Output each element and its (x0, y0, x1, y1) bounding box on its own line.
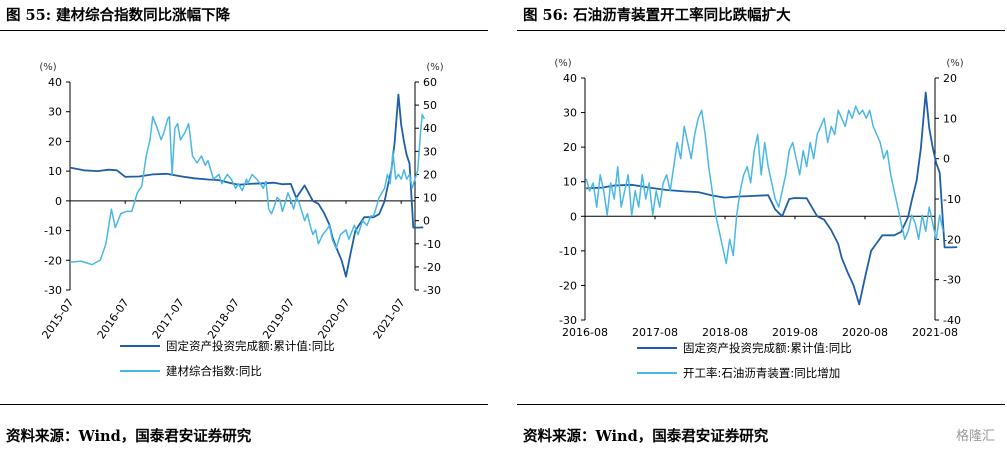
left-axis-tick-label: 20 (563, 141, 577, 154)
right-axis-tick-label: 30 (423, 145, 437, 158)
x-axis-tick-label: 2021-07 (371, 296, 408, 341)
right-axis-tick-label: 40 (423, 122, 437, 135)
left-axis-tick-label: -30 (44, 284, 62, 297)
series-line-investment (586, 91, 958, 306)
x-axis-tick-label: 2020-07 (315, 296, 352, 341)
left-axis-tick-label: 0 (55, 195, 62, 208)
x-axis-tick-label: 2017-07 (150, 296, 187, 341)
left-axis-tick-label: -10 (559, 245, 577, 258)
left-axis-tick-label: 20 (48, 135, 62, 148)
right-axis-tick-label: 20 (943, 72, 957, 85)
x-axis-tick-label: 2021-08 (912, 326, 958, 339)
left-axis-tick-label: 30 (48, 106, 62, 119)
chart-area: (%) (%) -30 -20 -10 0 10 20 30 40 -40 -30 -20 -10 0 10 2… (554, 58, 963, 380)
series-line-secondary (585, 105, 944, 265)
left-axis-tick-label: -10 (44, 225, 62, 238)
x-axis-tick-label: 2015-07 (39, 296, 76, 341)
left-axis-tick-label: -30 (559, 314, 577, 327)
chart-title: 图 56: 石油沥青装置开工率同比跌幅扩大 (523, 7, 791, 24)
source-rule (517, 404, 1005, 405)
legend-label: 开工率:石油沥青装置:同比增加 (683, 366, 840, 380)
left-axis-tick-label: 0 (570, 210, 577, 223)
series-line-investment (69, 93, 424, 278)
legend-label: 建材综合指数:同比 (166, 364, 262, 378)
x-axis-tick-label: 2018-08 (702, 326, 748, 339)
right-axis-tick-label: 10 (943, 112, 957, 125)
x-axis-tick-label: 2016-07 (95, 296, 132, 341)
chart-panel-right: 图 56: 石油沥青装置开工率同比跌幅扩大 (%) (%) -30 -20 -10 0 10… (517, 0, 1005, 450)
right-axis-tick-label: -20 (423, 261, 441, 274)
right-axis-unit: (%) (426, 62, 443, 73)
chart-source: 资料来源：Wind，国泰君安证券研究 (6, 428, 252, 445)
left-axis-tick-label: -20 (559, 279, 577, 292)
right-axis-tick-label: 10 (423, 192, 437, 205)
left-axis-unit: (%) (554, 58, 571, 69)
x-axis-tick-label: 2017-08 (632, 326, 678, 339)
chart-area: (%) (%) -30 -20 -10 0 10 20 30 40 -30 -20 -10 0 10 20 30… (39, 62, 443, 378)
right-axis-tick-label: 50 (423, 99, 437, 112)
right-axis-tick-label: -30 (423, 284, 441, 297)
right-axis-tick-label: -20 (943, 233, 961, 246)
right-axis-tick-label: 60 (423, 76, 437, 89)
legend-label: 固定资产投资完成额:累计值:同比 (683, 341, 852, 355)
x-axis-tick-label: 2018-07 (205, 296, 242, 341)
right-axis-tick-label: -30 (943, 274, 961, 287)
source-rule (0, 404, 488, 405)
right-axis-tick-label: 0 (943, 153, 950, 166)
x-axis-tick-label: 2019-07 (260, 296, 297, 341)
right-axis-unit: (%) (946, 58, 963, 69)
legend-label: 固定资产投资完成额:累计值:同比 (166, 339, 335, 353)
left-axis-tick-label: 30 (563, 107, 577, 120)
chart-source: 资料来源：Wind，国泰君安证券研究 (523, 428, 769, 445)
left-axis-unit: (%) (39, 62, 56, 73)
title-rule (517, 30, 1005, 31)
right-axis-tick-label: 0 (423, 215, 430, 228)
right-axis-tick-label: 20 (423, 168, 437, 181)
left-axis-tick-label: 40 (48, 76, 62, 89)
left-axis-tick-label: -20 (44, 254, 62, 267)
x-axis-tick-label: 2020-08 (842, 326, 888, 339)
series-line-secondary (69, 113, 426, 266)
left-axis-tick-label: 10 (48, 165, 62, 178)
right-axis-tick-label: -40 (943, 314, 961, 327)
right-axis-tick-label: -10 (943, 193, 961, 206)
right-axis-tick-label: -10 (423, 238, 441, 251)
chart-panel-left: 图 55: 建材综合指数同比涨幅下降 (%) (%) -30 -20 -10 0 10 20 3… (0, 0, 488, 450)
left-axis-tick-label: 10 (563, 176, 577, 189)
watermark: 格隆汇 (955, 429, 995, 444)
chart-title: 图 55: 建材综合指数同比涨幅下降 (6, 7, 231, 24)
title-rule (0, 30, 488, 31)
x-axis-tick-label: 2016-08 (562, 326, 608, 339)
x-axis-tick-label: 2019-08 (772, 326, 818, 339)
left-axis-tick-label: 40 (563, 72, 577, 85)
